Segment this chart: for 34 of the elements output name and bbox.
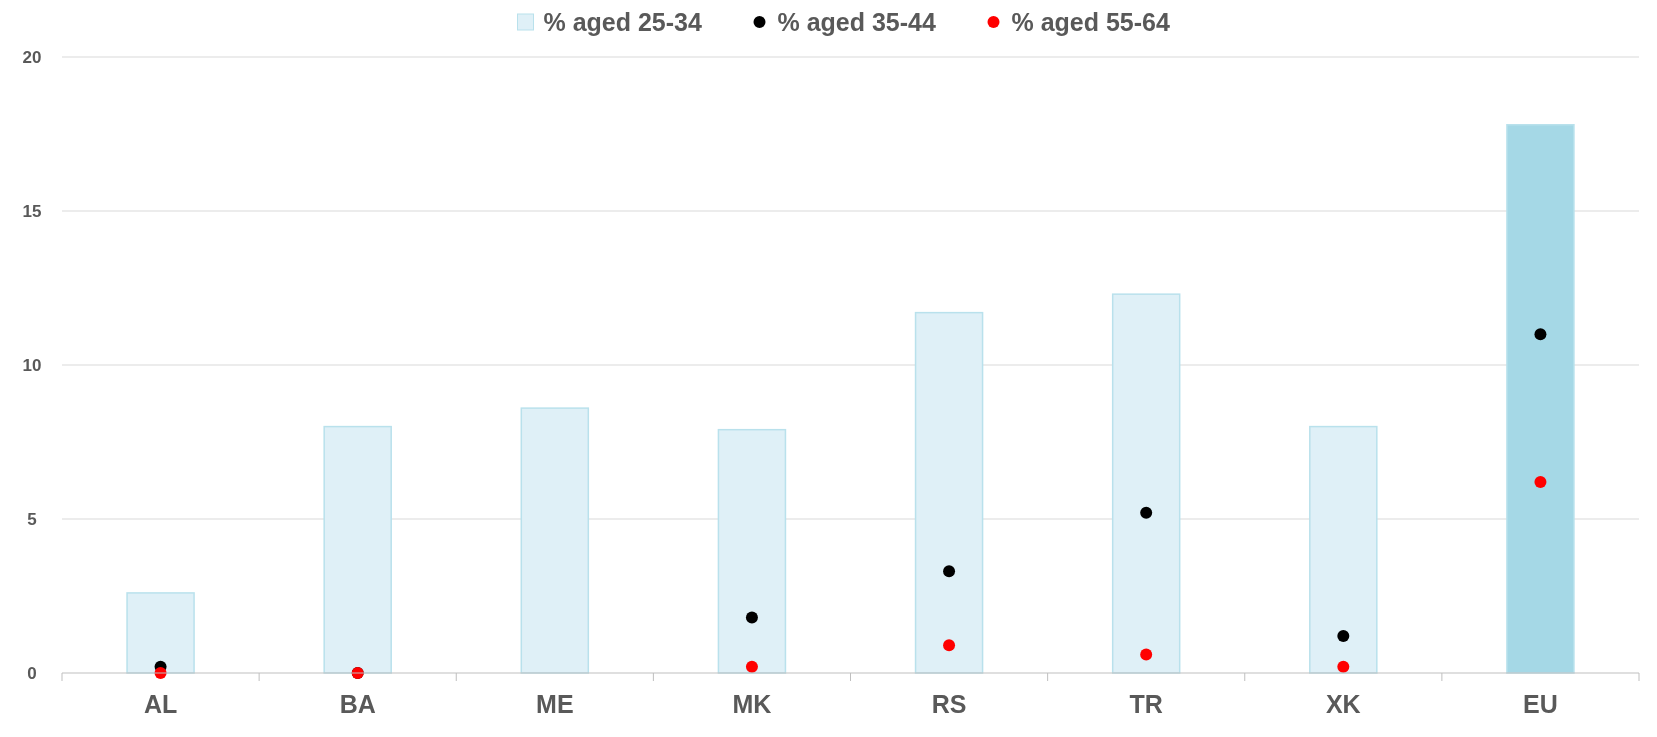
y-tick-label: 5 [27, 509, 37, 529]
bar [520, 407, 590, 674]
point [745, 660, 758, 673]
x-tick-label: TR [1129, 690, 1163, 718]
y-tick-label: 0 [27, 663, 37, 683]
y-tick-label: 10 [22, 355, 42, 375]
point [745, 611, 758, 624]
x-tick-label: RS [931, 690, 967, 718]
point [1140, 506, 1153, 519]
y-tick-label: 15 [22, 201, 42, 221]
x-tick-label: BA [339, 690, 376, 718]
x-tick-label: MK [732, 690, 772, 718]
x-tick-label: EU [1523, 690, 1558, 718]
point [943, 639, 956, 652]
bar [717, 428, 787, 674]
x-tick-label: AL [143, 690, 178, 718]
bar [1506, 124, 1575, 674]
point [1140, 648, 1153, 661]
bar [1309, 425, 1378, 674]
point [1337, 630, 1350, 643]
legend-label: % aged 35-44 [777, 7, 937, 36]
legend-label: % aged 25-34 [543, 7, 703, 36]
point [1534, 328, 1547, 341]
bar [914, 311, 984, 674]
y-tick-label: 20 [22, 47, 42, 67]
bar [323, 425, 392, 674]
x-tick-label: ME [536, 690, 574, 718]
legend-label: % aged 55-64 [1011, 7, 1171, 36]
bar [1111, 293, 1181, 674]
point [1534, 476, 1547, 489]
point [943, 565, 956, 578]
x-tick-label: XK [1325, 690, 1361, 718]
point [1337, 660, 1350, 673]
bar [126, 592, 195, 674]
